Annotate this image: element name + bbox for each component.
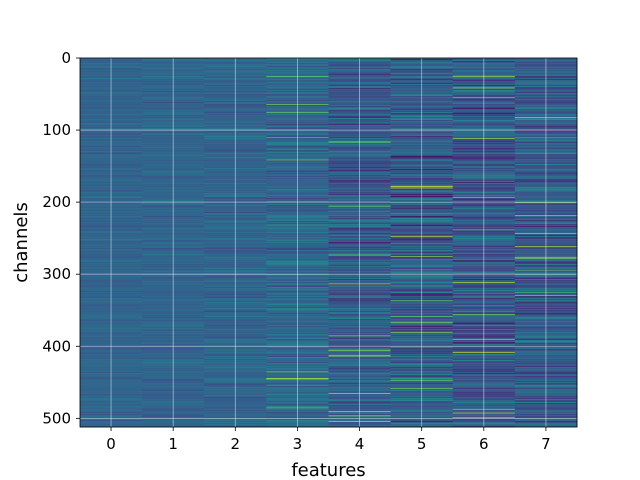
x-tick-label: 4: [355, 435, 365, 453]
y-tick-label: 500: [42, 409, 71, 427]
y-tick-label: 0: [61, 49, 71, 67]
x-tick-label: 0: [106, 435, 116, 453]
plot-frame: [79, 57, 578, 428]
x-tick-label: 6: [479, 435, 489, 453]
y-tick-label: 200: [42, 193, 71, 211]
x-axis-ticks: 0 1 2 3 4 5 6 7: [106, 427, 551, 453]
x-axis-label: features: [291, 460, 365, 480]
x-tick-label: 7: [541, 435, 551, 453]
x-tick-label: 3: [293, 435, 303, 453]
x-tick-label: 2: [231, 435, 241, 453]
grid-lines: [80, 57, 577, 427]
y-tick-label: 300: [42, 265, 71, 283]
y-axis-label: channels: [11, 202, 32, 283]
x-tick-label: 5: [417, 435, 427, 453]
y-tick-label: 100: [42, 121, 71, 139]
y-tick-label: 400: [42, 337, 71, 355]
heatmap-cells: [80, 58, 578, 428]
y-axis-ticks: 0 100 200 300 400 500: [42, 49, 80, 427]
x-tick-label: 1: [168, 435, 178, 453]
